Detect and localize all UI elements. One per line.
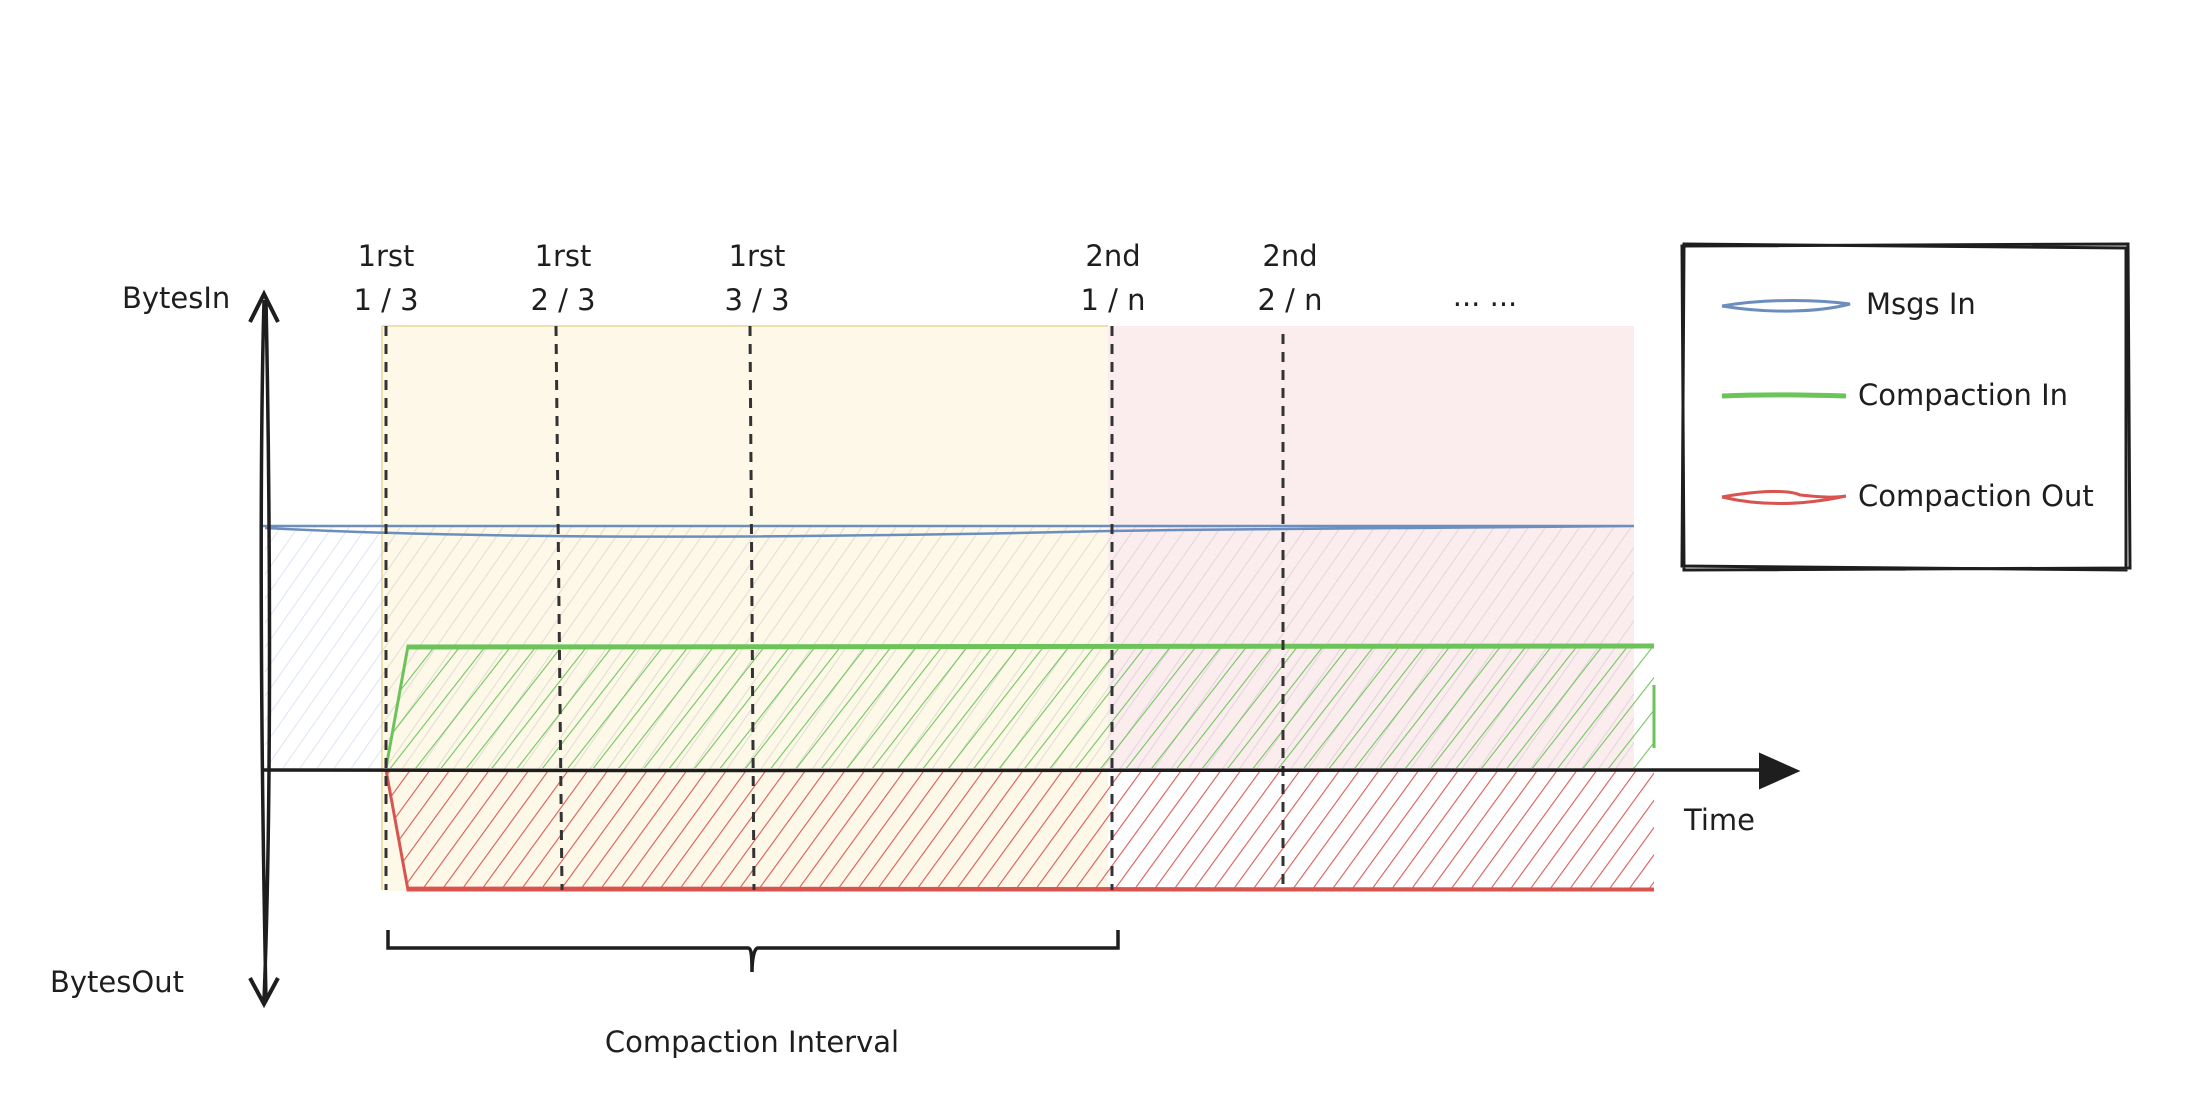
milestone-5-line2: 2 / n <box>1257 283 1322 317</box>
compaction-interval-brace: Compaction Interval <box>386 930 1120 1059</box>
milestone-1-line2: 1 / 3 <box>353 283 418 317</box>
x-axis-label: Time <box>1683 803 1755 837</box>
milestone-lines <box>384 325 1285 891</box>
legend-msgs-in-swatch <box>1721 299 1851 313</box>
milestone-line-2 <box>554 325 564 891</box>
legend-box <box>1680 242 2132 572</box>
x-axis <box>263 768 1771 773</box>
y-axis <box>259 299 272 1001</box>
compaction-in-outline <box>384 643 1656 769</box>
milestone-4-line2: 1 / n <box>1080 283 1145 317</box>
milestone-6-line2: ... ... <box>1453 279 1518 313</box>
milestone-3-line2: 3 / 3 <box>724 283 789 317</box>
legend-compaction-out-label: Compaction Out <box>1858 479 2094 513</box>
milestone-labels: 1rst 1 / 3 1rst 2 / 3 1rst 3 / 3 2nd 1 /… <box>353 239 1517 317</box>
y-axis-bottom-arrowhead <box>248 977 280 1009</box>
milestone-5-line1: 2nd <box>1262 239 1317 273</box>
y-axis-bottom-label: BytesOut <box>50 965 184 999</box>
milestone-4-line1: 2nd <box>1085 239 1140 273</box>
milestone-2-line1: 1rst <box>535 239 592 273</box>
milestone-line-3 <box>748 325 756 891</box>
compaction-out-outline <box>384 769 1655 892</box>
compaction-in-fill <box>386 646 1654 768</box>
y-axis-top-arrowhead <box>248 289 280 323</box>
legend-compaction-in-swatch <box>1721 392 1847 399</box>
milestone-2-line2: 2 / 3 <box>530 283 595 317</box>
axes <box>248 289 1801 1009</box>
legend: Msgs In Compaction In Compaction Out <box>1680 242 2132 572</box>
milestone-3-line1: 1rst <box>729 239 786 273</box>
legend-compaction-in-label: Compaction In <box>1858 378 2068 412</box>
brace-shape <box>386 930 1120 973</box>
milestone-1-line1: 1rst <box>358 239 415 273</box>
compaction-out-area <box>384 769 1655 892</box>
compaction-interval-label: Compaction Interval <box>605 1025 899 1059</box>
legend-msgs-in-label: Msgs In <box>1866 287 1976 321</box>
x-axis-arrowhead <box>1759 752 1801 790</box>
compaction-in-area <box>384 643 1656 769</box>
y-axis-top-label: BytesIn <box>122 281 230 315</box>
legend-compaction-out-swatch <box>1721 489 1847 506</box>
compaction-out-fill <box>386 770 1654 890</box>
